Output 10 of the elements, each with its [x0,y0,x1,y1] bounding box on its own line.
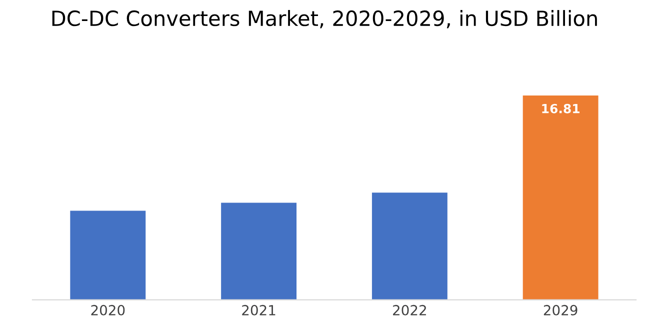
bar [70,210,146,300]
data-label: 16.81 [542,104,580,114]
x-tick-label: 2022 [393,304,426,316]
bar [372,192,448,300]
chart-title: DC-DC Converters Market, 2020-2029, in USD Billion [52,10,597,28]
x-tick-label: 2020 [91,304,125,316]
x-tick-label: 2021 [242,304,276,316]
bar [522,95,598,300]
bar [221,202,297,300]
x-tick-label: 2029 [544,304,578,316]
